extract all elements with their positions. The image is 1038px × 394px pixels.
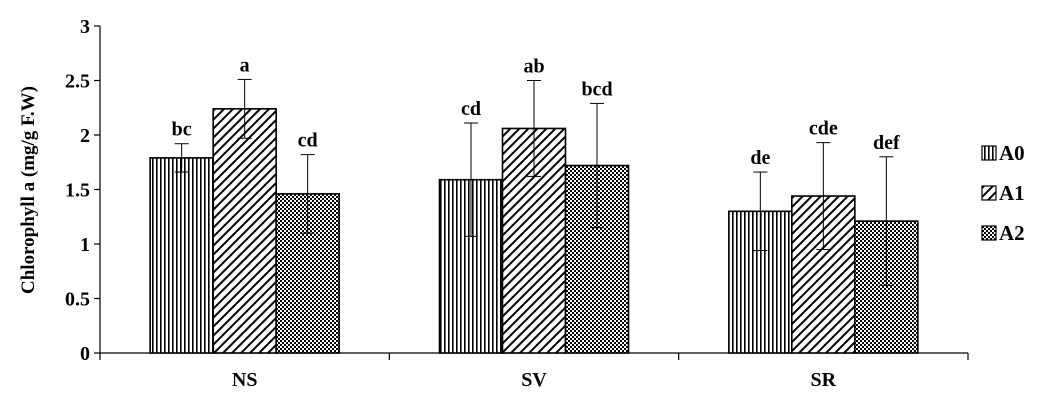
x-tick-label: SV [521,369,547,391]
significance-label: bcd [581,78,612,100]
legend-label-a1: A1 [999,181,1025,205]
x-tick-label: SR [811,369,837,391]
y-axis-label: Chlorophyll a (mg/g F.W) [18,86,39,294]
significance-label: a [240,54,250,76]
bars: bc a cd cd ab bcd de cde def [149,54,919,354]
legend-swatch-a1 [981,185,997,201]
significance-label: de [750,147,770,169]
significance-label: def [873,132,900,154]
y-tick-label: 2 [80,125,90,147]
significance-label: cd [461,98,481,120]
legend-swatch-a0 [981,145,997,161]
legend-label-a0: A0 [999,141,1025,165]
legend-swatch-a2 [981,225,997,241]
bar-a0-ns [149,157,214,354]
y-tick-label: 2.5 [65,71,90,93]
y-tick-label: 0.5 [65,289,90,311]
significance-label: cde [809,118,838,140]
significance-label: cd [298,130,318,152]
bar-a1-ns [212,108,277,354]
significance-label: ab [523,56,544,78]
y-tick-label: 3 [80,16,90,38]
legend-label-a2: A2 [999,221,1025,245]
y-tick-label: 1.5 [65,180,90,202]
y-tick-label: 0 [80,343,90,365]
y-tick-label: 1 [80,234,90,256]
x-tick-label: NS [232,369,258,391]
significance-label: bc [172,119,192,141]
legend: A0 A1 A2 [981,141,1025,245]
